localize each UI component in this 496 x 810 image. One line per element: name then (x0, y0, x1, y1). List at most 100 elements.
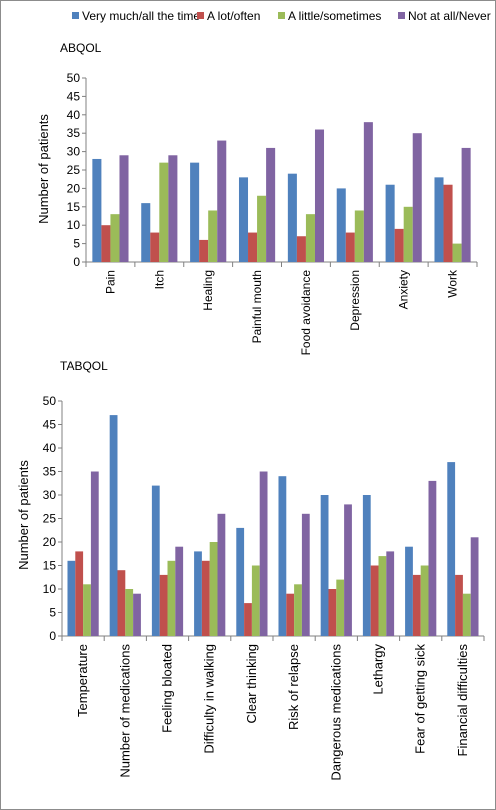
x-category-label-itch: Itch (152, 270, 166, 289)
y-tick-label: 20 (43, 535, 57, 549)
y-tick-label: 35 (67, 126, 81, 140)
bar-tabqol-financial-difficulties-a-lot-often (455, 574, 463, 636)
bar-abqol-anxiety-a-little-sometimes (403, 206, 413, 262)
y-tick-label: 35 (43, 465, 57, 479)
chart-tabqol: 0 5 10 15 20 25 30 35 40 45 50 Temperature Number of… (43, 394, 485, 781)
bar-tabqol-dangerous-medications-not-at-all-never (344, 504, 352, 636)
y-tick-label: 40 (43, 441, 57, 455)
bar-abqol-healing-a-little-sometimes (208, 210, 218, 262)
x-category-label-anxiety: Anxiety (397, 270, 411, 309)
x-category-label-temperature: Temperature (75, 644, 90, 717)
bar-tabqol-temperature-a-lot-often (75, 551, 84, 636)
bar-abqol-anxiety-very-much-all-the-time (385, 184, 395, 262)
bar-tabqol-financial-difficulties-a-little-sometimes (462, 593, 471, 636)
bar-tabqol-feeling-bloated-a-little-sometimes (167, 560, 176, 636)
bar-abqol-food-avoidance-a-little-sometimes (305, 214, 315, 262)
y-tick-label: 45 (67, 89, 81, 103)
x-category-label-lethargy: Lethargy (371, 644, 386, 695)
bar-abqol-depression-not-at-all-never (363, 122, 373, 262)
x-category-label-food-avoidance: Food avoidance (299, 270, 313, 356)
bar-abqol-work-a-little-sometimes (452, 243, 462, 262)
bar-tabqol-financial-difficulties-not-at-all-never (470, 537, 479, 636)
x-category-label-risk-of-relapse: Risk of relapse (286, 644, 301, 730)
bar-tabqol-difficulty-in-walking-very-much-all-the-time (194, 551, 202, 636)
bar-abqol-pain-a-little-sometimes (110, 214, 120, 262)
y-axis-label-abqol: Number of patients (36, 114, 51, 224)
bar-abqol-healing-very-much-all-the-time (190, 162, 200, 262)
bar-abqol-food-avoidance-a-lot-often (296, 236, 306, 262)
bar-tabqol-lethargy-a-lot-often (370, 565, 379, 636)
bar-abqol-healing-a-lot-often (199, 239, 209, 262)
bar-tabqol-clear-thinking-very-much-all-the-time (236, 527, 245, 636)
bar-tabqol-lethargy-not-at-all-never (386, 551, 395, 636)
bar-tabqol-difficulty-in-walking-not-at-all-never (217, 513, 226, 636)
y-tick-label: 50 (67, 71, 81, 85)
bar-abqol-depression-a-lot-often (345, 232, 355, 262)
bar-abqol-work-very-much-all-the-time (434, 177, 444, 262)
bar-tabqol-fear-of-getting-sick-not-at-all-never (428, 480, 437, 636)
bar-tabqol-number-of-medications-a-little-sometimes (125, 589, 134, 636)
x-category-label-clear-thinking: Clear thinking (244, 644, 259, 724)
bar-tabqol-financial-difficulties-very-much-all-the-time (447, 462, 456, 636)
x-category-label-painful-mouth: Painful mouth (250, 270, 264, 343)
bar-abqol-itch-not-at-all-never (168, 155, 178, 262)
bar-tabqol-number-of-medications-a-lot-often (117, 570, 126, 636)
bar-abqol-work-not-at-all-never (461, 147, 471, 262)
y-tick-label: 15 (43, 559, 57, 573)
bar-tabqol-lethargy-very-much-all-the-time (362, 495, 371, 636)
legend-swatch-a-lot-often (197, 12, 204, 19)
y-tick-label: 10 (67, 218, 81, 232)
bar-abqol-itch-a-little-sometimes (159, 162, 169, 262)
y-tick-label: 30 (67, 145, 81, 159)
bar-tabqol-fear-of-getting-sick-a-lot-often (412, 574, 421, 636)
legend-swatch-a-little-sometimes (278, 12, 285, 19)
bar-abqol-depression-a-little-sometimes (354, 210, 364, 262)
bar-abqol-itch-very-much-all-the-time (141, 203, 151, 262)
bar-tabqol-temperature-a-little-sometimes (83, 584, 91, 636)
bar-tabqol-dangerous-medications-a-lot-often (328, 589, 337, 636)
x-category-label-number-of-medications: Number of medications (117, 644, 132, 778)
bar-tabqol-fear-of-getting-sick-very-much-all-the-time (405, 546, 413, 636)
bar-abqol-anxiety-a-lot-often (394, 228, 404, 262)
bar-abqol-anxiety-not-at-all-never (412, 133, 422, 262)
bar-tabqol-lethargy-a-little-sometimes (378, 556, 387, 636)
bar-tabqol-fear-of-getting-sick-a-little-sometimes (420, 565, 429, 636)
y-tick-label: 0 (73, 255, 80, 269)
bar-abqol-healing-not-at-all-never (217, 140, 227, 262)
bar-tabqol-number-of-medications-not-at-all-never (133, 593, 141, 636)
y-tick-label: 25 (67, 163, 81, 177)
bar-abqol-work-a-lot-often (443, 184, 453, 262)
y-tick-label: 25 (43, 512, 57, 526)
bar-tabqol-feeling-bloated-a-lot-often (159, 574, 168, 636)
bar-tabqol-clear-thinking-a-lot-often (244, 603, 252, 636)
bar-abqol-depression-very-much-all-the-time (336, 188, 346, 262)
y-tick-label: 5 (49, 606, 56, 620)
bar-abqol-pain-a-lot-often (101, 225, 111, 262)
bar-abqol-pain-not-at-all-never (119, 155, 129, 262)
x-category-label-depression: Depression (348, 270, 362, 331)
bar-tabqol-number-of-medications-very-much-all-the-time (109, 415, 118, 636)
x-category-label-healing: Healing (201, 270, 215, 311)
bar-tabqol-risk-of-relapse-a-lot-often (286, 593, 295, 636)
bar-tabqol-clear-thinking-not-at-all-never (259, 471, 268, 636)
chart-abqol: 0 5 10 15 20 25 30 35 40 45 50 Pain Itch Healing Painf… (67, 71, 478, 356)
bar-tabqol-dangerous-medications-very-much-all-the-time (320, 495, 329, 636)
bar-tabqol-temperature-very-much-all-the-time (67, 560, 76, 636)
legend-label-a-lot-often: A lot/often (207, 9, 260, 23)
bar-tabqol-risk-of-relapse-not-at-all-never (301, 513, 310, 636)
y-tick-label: 0 (49, 629, 56, 643)
bar-abqol-painful-mouth-not-at-all-never (266, 147, 276, 262)
y-tick-label: 15 (67, 200, 81, 214)
bar-abqol-painful-mouth-very-much-all-the-time (238, 177, 249, 262)
bar-abqol-painful-mouth-a-lot-often (248, 232, 258, 262)
bar-tabqol-difficulty-in-walking-a-little-sometimes (209, 542, 218, 636)
chart-title-tabqol: TABQOL (60, 359, 108, 373)
legend-swatch-very-much-all-the-time (72, 12, 79, 19)
bar-tabqol-difficulty-in-walking-a-lot-often (201, 560, 210, 636)
x-category-label-financial-difficulties: Financial difficulties (455, 644, 470, 757)
x-category-label-dangerous-medications: Dangerous medications (328, 644, 343, 781)
y-tick-label: 10 (43, 582, 57, 596)
bar-tabqol-feeling-bloated-very-much-all-the-time (151, 485, 160, 636)
chart-title-abqol: ABQOL (60, 41, 102, 55)
bar-abqol-pain-very-much-all-the-time (92, 158, 102, 262)
